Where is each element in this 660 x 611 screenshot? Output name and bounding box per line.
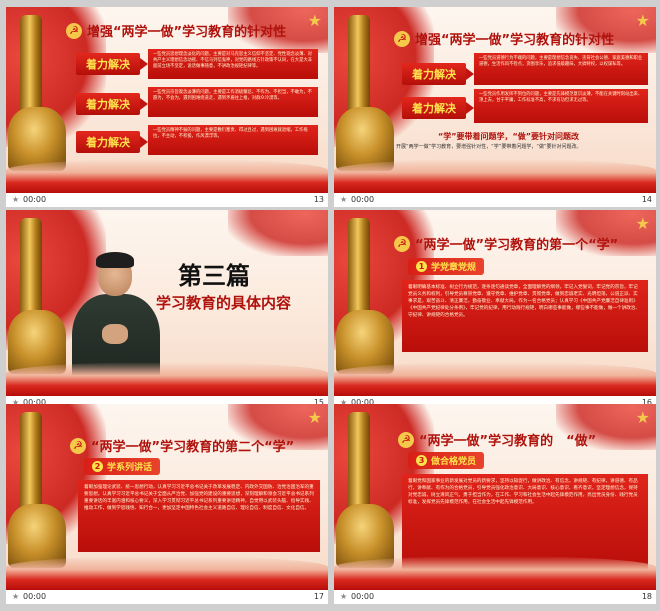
- slide-number: 16: [641, 398, 652, 407]
- slide-footer: ★ 00:00 18: [334, 590, 656, 604]
- section-subheading: 学习教育的具体内容: [156, 294, 292, 312]
- red-wave-decoration: [6, 556, 328, 590]
- slide-title-row: ☭ “两学一做”学习教育的第二个“学”: [70, 436, 294, 455]
- slide-timing: 00:00: [23, 195, 47, 204]
- pill-number: 2: [92, 461, 103, 472]
- timing-star-icon: ★: [340, 398, 348, 407]
- flag-decoration: [228, 404, 328, 450]
- slide-footer: ★ 00:00 14: [334, 193, 656, 207]
- slide-title-row: ☭ “两学一做”学习教育的 “做”: [398, 430, 596, 449]
- pill-number: 3: [416, 455, 427, 466]
- red-wave-decoration: [334, 556, 656, 590]
- slide-timing: 00:00: [351, 398, 375, 407]
- slide-title: 增强“两学一做”学习教育的针对性: [415, 33, 615, 48]
- subsection-pill: 1 学党章党规: [408, 258, 485, 275]
- slide-title: “两学一做”学习教育的第二个“学”: [91, 440, 295, 455]
- slide-title: “两学一做”学习教育的 “做”: [419, 434, 597, 449]
- slide-footer: ★ 00:00 17: [6, 590, 328, 604]
- content-box: 着眼党和国家事业的新发展对党员的新要求，坚持以知促行，做讲政治、有信念，讲规矩、…: [402, 474, 648, 570]
- slide-number: 13: [313, 195, 324, 204]
- star-icon: ★: [635, 408, 650, 427]
- party-emblem-icon: ☭: [394, 235, 410, 252]
- timing-star-icon: ★: [340, 592, 348, 601]
- slide-canvas: ★ ☭ 增强“两学一做”学习教育的针对性 着力解决 一些党员思想理念淡化的问题，…: [6, 7, 328, 193]
- red-wave-decoration: [6, 362, 328, 396]
- slide-number: 18: [641, 592, 652, 601]
- stone-lion-image: [8, 504, 66, 568]
- slide-thumbnail-14[interactable]: ★ ☭ 增强“两学一做”学习教育的针对性 着力解决 一些党员道德行为不端的问题，…: [334, 7, 656, 207]
- pill-number: 1: [416, 261, 427, 272]
- star-icon: ★: [307, 408, 322, 427]
- section-heading: 第三篇: [178, 262, 250, 290]
- caption-line: 开展“两学一做”学习教育，要增强针对性，“学”要带着问题学，“做”要针对问题改。: [396, 144, 582, 150]
- slide-footer: ★ 00:00 13: [6, 193, 328, 207]
- slide-title-row: ☭ 增强“两学一做”学习教育的针对性: [394, 29, 614, 48]
- stone-lion-image: [336, 504, 394, 568]
- slide-title: “两学一做”学习教育的第一个“学”: [415, 238, 619, 253]
- timing-star-icon: ★: [12, 398, 20, 407]
- slide-title-row: ☭ “两学一做”学习教育的第一个“学”: [394, 234, 618, 253]
- slide-thumbnail-16[interactable]: ★ ☭ “两学一做”学习教育的第一个“学” 1 学党章党规 着眼明确基本标准、树…: [334, 210, 656, 410]
- flag-decoration: [556, 210, 656, 256]
- party-emblem-icon: ☭: [394, 30, 410, 47]
- timing-star-icon: ★: [12, 195, 20, 204]
- content-box: 一些党员作用发挥不到位的问题，主要是先锋模范意识淡薄，不能在关键时刻站出来、顶上…: [474, 89, 648, 123]
- stone-lion-image: [8, 107, 66, 171]
- slide-thumbnail-17[interactable]: ★ ☭ “两学一做”学习教育的第二个“学” 2 学系列讲话 着眼加强理论武装、统…: [6, 404, 328, 604]
- party-emblem-icon: ☭: [70, 437, 86, 454]
- content-box: 着眼加强理论武装、统一思想行动，认真学习习近平总书记关于改革发展稳定、内政外交国…: [78, 480, 320, 552]
- slide-title: 增强“两学一做”学习教育的针对性: [87, 25, 287, 40]
- content-box: 一些党员精神不振的问题，主要是敷衍塞责、得过且过，遇到困难就退缩，工作拖拉，不主…: [148, 125, 318, 155]
- pill-label: 学党章党规: [431, 263, 477, 273]
- slide-thumbnail-18[interactable]: ★ ☭ “两学一做”学习教育的 “做” 3 做合格党员 着眼党和国家事业的新发展…: [334, 404, 656, 604]
- slide-canvas: 第三篇 学习教育的具体内容: [6, 210, 328, 396]
- flag-decoration: [556, 404, 656, 450]
- subsection-pill: 3 做合格党员: [408, 452, 485, 469]
- slide-thumbnail-15[interactable]: 第三篇 学习教育的具体内容 ★ 00:00 15: [6, 210, 328, 410]
- slide-timing: 00:00: [351, 195, 375, 204]
- flag-decoration: [228, 210, 328, 256]
- slide-number: 14: [641, 195, 652, 204]
- content-box: 一些党员宗旨观念淡薄的问题，主要是工作消极懈怠、不作为、不担当，不敢为，不愿为，…: [148, 87, 318, 117]
- action-label: 着力解决: [76, 131, 148, 153]
- stone-lion-image: [8, 310, 66, 374]
- star-icon: ★: [635, 11, 650, 30]
- pill-label: 做合格党员: [431, 457, 477, 467]
- slide-timing: 00:00: [351, 592, 375, 601]
- action-label: 着力解决: [402, 97, 474, 119]
- stone-lion-image: [336, 310, 394, 374]
- slide-timing: 00:00: [23, 592, 47, 601]
- slide-title-row: ☭ 增强“两学一做”学习教育的针对性: [66, 21, 286, 40]
- slide-canvas: ★ ☭ “两学一做”学习教育的 “做” 3 做合格党员 着眼党和国家事业的新发展…: [334, 404, 656, 590]
- party-emblem-icon: ☭: [66, 22, 82, 39]
- flag-decoration: [556, 7, 656, 53]
- red-wave-decoration: [334, 362, 656, 396]
- action-label: 着力解决: [402, 63, 474, 85]
- slide-thumbnail-13[interactable]: ★ ☭ 增强“两学一做”学习教育的针对性 着力解决 一些党员思想理念淡化的问题，…: [6, 7, 328, 207]
- red-wave-decoration: [334, 159, 656, 193]
- timing-star-icon: ★: [12, 592, 20, 601]
- red-wave-decoration: [6, 159, 328, 193]
- content-box: 着眼明确基本标准、树立行为规范，逐条逐句通读党章，全面理解党的纲领，牢记入党誓词…: [402, 280, 648, 352]
- stone-lion-image: [336, 107, 394, 171]
- slide-canvas: ★ ☭ 增强“两学一做”学习教育的针对性 着力解决 一些党员道德行为不端的问题，…: [334, 7, 656, 193]
- star-icon: ★: [635, 214, 650, 233]
- slide-canvas: ★ ☭ “两学一做”学习教育的第二个“学” 2 学系列讲话 着眼加强理论武装、统…: [6, 404, 328, 590]
- action-label: 着力解决: [76, 53, 148, 75]
- content-box: 一些党员思想理念淡化的问题，主要是对马克思主义信仰不坚定、党性观念淡薄、对共产主…: [148, 49, 318, 79]
- star-icon: ★: [307, 11, 322, 30]
- content-box: 一些党员道德行为不端的问题，主要是理想信念丧失、违背社会公德、家庭美德和职业道德…: [474, 53, 648, 85]
- slide-number: 15: [313, 398, 324, 407]
- subsection-pill: 2 学系列讲话: [84, 458, 161, 475]
- pill-label: 学系列讲话: [107, 463, 153, 473]
- party-emblem-icon: ☭: [398, 431, 414, 448]
- timing-star-icon: ★: [340, 195, 348, 204]
- slide-canvas: ★ ☭ “两学一做”学习教育的第一个“学” 1 学党章党规 着眼明确基本标准、树…: [334, 210, 656, 396]
- action-label: 着力解决: [76, 93, 148, 115]
- flag-decoration: [228, 7, 328, 53]
- slide-timing: 00:00: [23, 398, 47, 407]
- emphasis-caption: “学”要带着问题学，“做”要针对问题改: [438, 132, 580, 141]
- slide-number: 17: [313, 592, 324, 601]
